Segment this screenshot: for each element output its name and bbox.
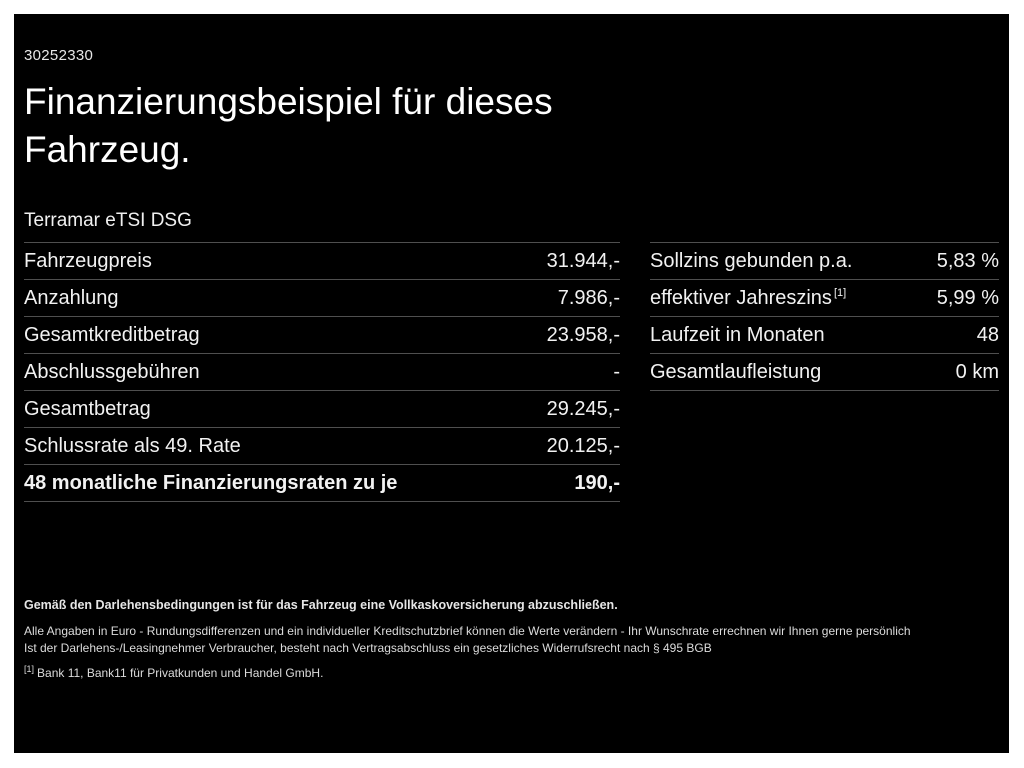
row-label: 48 monatliche Finanzierungsraten zu je xyxy=(24,472,398,494)
footnote-marker-sup: [1] xyxy=(833,287,847,300)
row-label: Laufzeit in Monaten xyxy=(650,324,825,346)
footnote-bank-text: Bank 11, Bank11 für Privatkunden und Han… xyxy=(37,666,324,680)
row-value: 20.125,- xyxy=(546,435,620,457)
page-title-line1: Finanzierungsbeispiel für dieses xyxy=(24,81,553,122)
footnote-insurance: Gemäß den Darlehensbedingungen ist für d… xyxy=(24,598,618,612)
row-value: 48 xyxy=(976,324,999,346)
row-label: Anzahlung xyxy=(24,287,119,309)
table-row: Abschlussgebühren - xyxy=(24,353,620,390)
vehicle-model: Terramar eTSI DSG xyxy=(24,210,192,231)
row-label: Gesamtbetrag xyxy=(24,398,151,420)
footnote-withdrawal: Ist der Darlehens-/Leasingnehmer Verbrau… xyxy=(24,641,712,655)
footnotes-section: Gemäß den Darlehensbedingungen ist für d… xyxy=(24,598,999,680)
table-row: Gesamtlaufleistung 0 km xyxy=(650,353,999,391)
row-label: effektiver Jahreszins [1] xyxy=(650,287,846,310)
row-value: 29.245,- xyxy=(546,398,620,420)
row-label: Gesamtkreditbetrag xyxy=(24,324,200,346)
footnote-marker-sup: [1] xyxy=(24,664,35,674)
row-label-text: effektiver Jahreszins xyxy=(650,287,832,309)
footnote-disclaimer: Alle Angaben in Euro - Rundungsdifferenz… xyxy=(24,624,911,638)
table-row: Gesamtkreditbetrag 23.958,- xyxy=(24,316,620,353)
row-label: Fahrzeugpreis xyxy=(24,250,152,272)
page-title: Finanzierungsbeispiel für dieses Fahrzeu… xyxy=(24,78,553,174)
financing-tables: Fahrzeugpreis 31.944,- Anzahlung 7.986,-… xyxy=(24,242,999,502)
footnote-bank: [1] Bank 11, Bank11 für Privatkunden und … xyxy=(24,664,999,681)
table-row: Anzahlung 7.986,- xyxy=(24,279,620,316)
row-value: 23.958,- xyxy=(546,324,620,346)
row-value: 190,- xyxy=(574,472,620,494)
financing-table-left: Fahrzeugpreis 31.944,- Anzahlung 7.986,-… xyxy=(24,242,620,502)
row-value: - xyxy=(613,361,620,383)
table-row: Sollzins gebunden p.a. 5,83 % xyxy=(650,242,999,279)
row-value: 5,99 % xyxy=(936,287,999,309)
row-label: Abschlussgebühren xyxy=(24,361,200,383)
row-label: Schlussrate als 49. Rate xyxy=(24,435,241,457)
table-row-monthly-rate: 48 monatliche Finanzierungsraten zu je 1… xyxy=(24,464,620,502)
table-row: Schlussrate als 49. Rate 20.125,- xyxy=(24,427,620,464)
row-value: 31.944,- xyxy=(546,250,620,272)
row-label: Gesamtlaufleistung xyxy=(650,361,822,383)
offer-number: 30252330 xyxy=(24,47,94,64)
financing-table-right: Sollzins gebunden p.a. 5,83 % effektiver… xyxy=(650,242,999,391)
table-row: effektiver Jahreszins [1] 5,99 % xyxy=(650,279,999,316)
row-label: Sollzins gebunden p.a. xyxy=(650,250,853,272)
table-row: Fahrzeugpreis 31.944,- xyxy=(24,242,620,279)
row-value: 0 km xyxy=(955,361,999,383)
financing-slide: 30252330 Finanzierungsbeispiel für diese… xyxy=(14,14,1009,753)
row-value: 7.986,- xyxy=(557,287,620,309)
page-title-line2: Fahrzeug. xyxy=(24,129,191,170)
table-row: Laufzeit in Monaten 48 xyxy=(650,316,999,353)
row-value: 5,83 % xyxy=(936,250,999,272)
table-row: Gesamtbetrag 29.245,- xyxy=(24,390,620,427)
